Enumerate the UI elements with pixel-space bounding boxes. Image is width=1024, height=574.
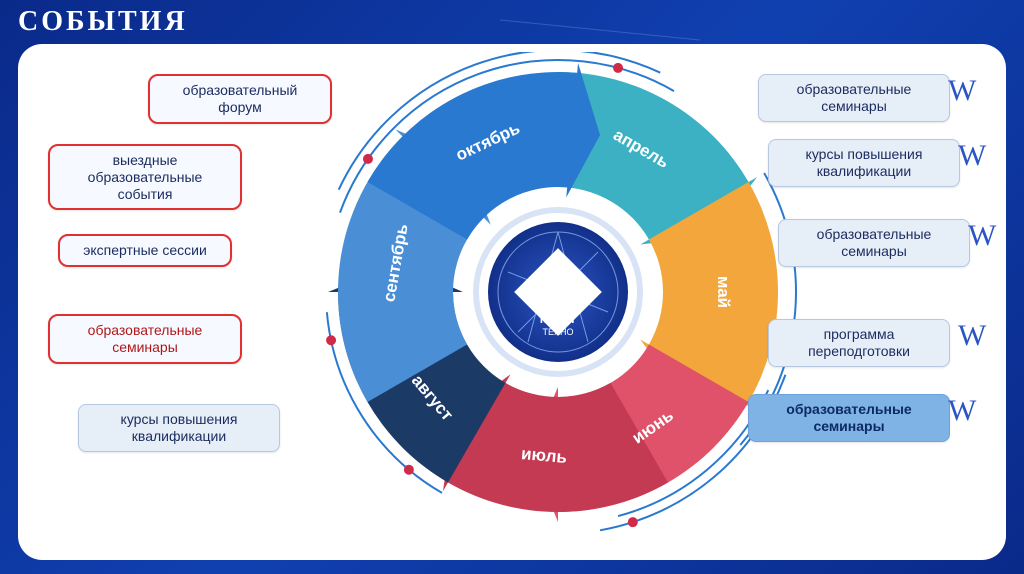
- right-box-4: образовательные семинары: [748, 394, 950, 442]
- orbit-dot: [326, 335, 336, 345]
- w-mark-3: W: [958, 319, 980, 353]
- orbit-dot: [404, 465, 414, 475]
- left-box-4: курсы повышения квалификации: [78, 404, 280, 452]
- left-box-2: экспертные сессии: [58, 234, 232, 267]
- right-box-2: образовательные семинары: [778, 219, 970, 267]
- w-mark-0: W: [948, 74, 970, 108]
- right-box-1: курсы повышения квалификации: [768, 139, 960, 187]
- cycle-diagram: КУБИТ ТЕХНО апрельмайиюньиюльавгустсентя…: [318, 52, 798, 532]
- right-box-0: образовательные семинары: [758, 74, 950, 122]
- hub-logo: КУБИТ ТЕХНО: [488, 222, 628, 362]
- content-card: КУБИТ ТЕХНО апрельмайиюньиюльавгустсентя…: [18, 44, 1006, 560]
- right-box-3: программа переподготовки: [768, 319, 950, 367]
- orbit-dot: [628, 517, 638, 527]
- hub-brand-2: ТЕХНО: [542, 327, 573, 337]
- left-box-3: образовательные семинары: [48, 314, 242, 364]
- left-box-0: образовательный форум: [148, 74, 332, 124]
- orbit-dot: [363, 154, 373, 164]
- w-mark-4: W: [948, 394, 970, 428]
- w-mark-2: W: [968, 219, 990, 253]
- w-mark-1: W: [958, 139, 980, 173]
- segment-label-may: май: [713, 232, 733, 352]
- left-box-1: выездные образовательные события: [48, 144, 242, 210]
- hub-brand-1: КУБИТ: [540, 314, 576, 326]
- orbit-dot: [613, 63, 623, 73]
- page-title: СОБЫТИЯ: [18, 6, 188, 38]
